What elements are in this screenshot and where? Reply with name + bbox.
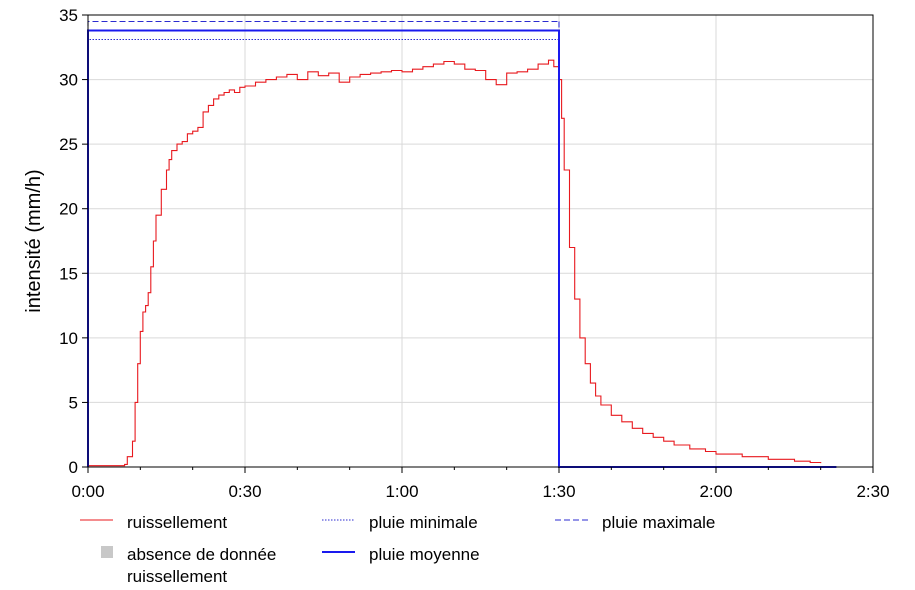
y-axis-label: intensité (mm/h)	[23, 169, 45, 312]
x-tick-label: 2:30	[856, 482, 889, 501]
x-tick-label: 2:00	[699, 482, 732, 501]
y-tick-label: 30	[59, 71, 78, 90]
y-tick-label: 15	[59, 264, 78, 283]
legend-label: pluie minimale	[369, 513, 478, 532]
y-tick-label: 10	[59, 329, 78, 348]
y-tick-label: 20	[59, 200, 78, 219]
x-axis: 0:00 0:30 1:00 1:30 2:00 2:30	[71, 467, 890, 501]
series-line-pluie-maximale	[87, 20, 560, 467]
x-tick-label: 0:00	[71, 482, 104, 501]
legend-label: pluie maximale	[602, 513, 715, 532]
x-tick-label: 1:30	[542, 482, 575, 501]
y-tick-label: 25	[59, 135, 78, 154]
series-line-pluie-moyenne	[87, 29, 837, 468]
series-layer	[87, 20, 837, 468]
legend-swatch-absence	[101, 546, 113, 558]
legend-label-line: absence de donnée	[127, 545, 276, 564]
legend: ruissellement pluie minimale pluie maximal…	[80, 513, 715, 586]
legend-label: pluie moyenne	[369, 545, 480, 564]
plot-frame	[87, 14, 874, 468]
x-tick-label: 0:30	[228, 482, 261, 501]
legend-label-line: ruissellement	[127, 567, 227, 586]
x-tick-label: 1:00	[385, 482, 418, 501]
grid-lines	[87, 14, 874, 468]
y-tick-label: 0	[69, 458, 78, 477]
y-axis: 0 5 10 15 20 25 30 35	[59, 6, 88, 477]
legend-label: ruissellement	[127, 513, 227, 532]
series-line-ruissellement	[88, 59, 822, 467]
y-tick-label: 5	[69, 393, 78, 412]
y-tick-label: 35	[59, 6, 78, 25]
